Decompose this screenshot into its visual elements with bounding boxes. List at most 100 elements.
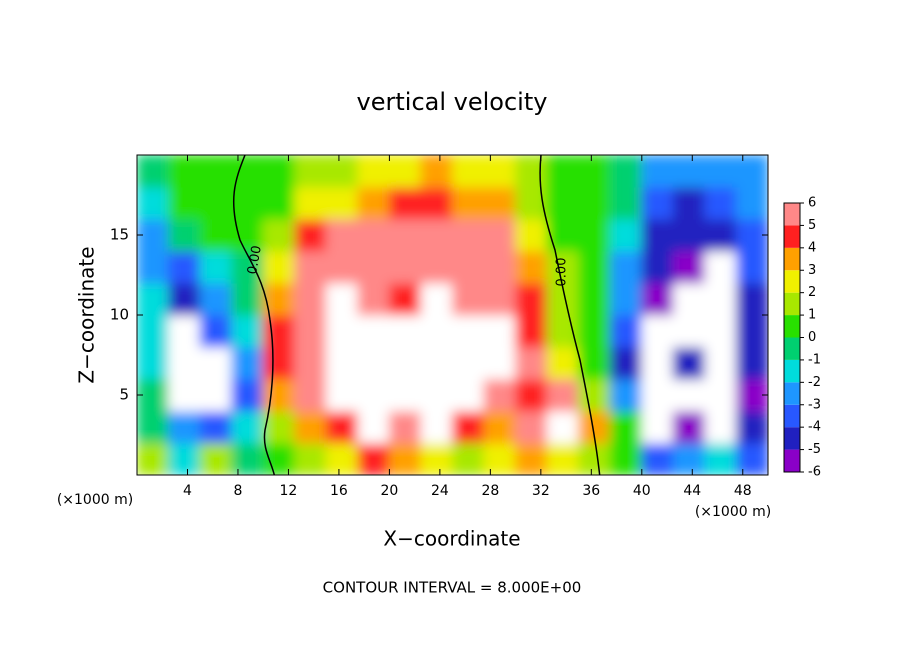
field-cell <box>735 410 768 444</box>
x-tick-label: 4 <box>183 483 192 499</box>
field-cell <box>388 282 422 316</box>
field-cell <box>199 250 233 284</box>
field-cell <box>609 155 643 188</box>
field-cell <box>609 378 643 412</box>
field-cell <box>735 250 768 284</box>
field-cell <box>704 218 737 252</box>
field-cell <box>641 282 674 316</box>
field-cell <box>641 186 674 220</box>
field-cell <box>168 346 201 380</box>
y-axis-label: Z−coordinate <box>75 246 99 383</box>
field-cell <box>452 410 485 444</box>
field-cell <box>420 378 453 412</box>
field-cell <box>294 314 327 348</box>
zero-contour <box>232 155 276 475</box>
colorbar-swatch <box>784 247 800 271</box>
field-cell <box>609 410 643 444</box>
field-cell <box>168 314 201 348</box>
x-tick-label: 12 <box>280 483 298 499</box>
field-cell <box>325 314 359 348</box>
field-cell <box>262 346 296 380</box>
field-cell <box>609 218 643 252</box>
x-tick-label: 36 <box>582 483 600 499</box>
field-cell <box>262 186 296 220</box>
field-cell <box>735 282 768 316</box>
colorbar-swatch <box>784 337 800 360</box>
field-cell <box>294 442 327 475</box>
field-cell <box>325 442 359 475</box>
field-cell <box>546 378 580 412</box>
field-cell <box>357 282 390 316</box>
field-cell <box>168 250 201 284</box>
field-cell <box>420 186 453 220</box>
field-cell <box>388 378 422 412</box>
field-cell <box>609 346 643 380</box>
colorbar-swatch <box>784 427 800 450</box>
field-cell <box>199 442 233 475</box>
field-cell <box>325 218 359 252</box>
field-cell <box>546 314 580 348</box>
field-cell <box>168 155 201 188</box>
colorbar-tick-label: -2 <box>808 375 821 390</box>
colorbar-swatch <box>784 382 800 405</box>
field-cell <box>388 155 422 188</box>
x-unit-label: (×1000 m) <box>695 504 771 520</box>
field-cell <box>262 442 296 475</box>
field-cell <box>672 250 706 284</box>
y-tick-label: 5 <box>119 386 129 404</box>
field-cell <box>578 250 611 284</box>
field-cell <box>420 250 453 284</box>
field-cell <box>325 250 359 284</box>
field-cell <box>168 378 201 412</box>
field-cell <box>672 410 706 444</box>
field-cell <box>199 218 233 252</box>
field-cell <box>199 314 233 348</box>
field-cell <box>325 346 359 380</box>
field-cell <box>294 250 327 284</box>
field-cell <box>420 410 453 444</box>
field-cell <box>672 282 706 316</box>
field-cell <box>420 282 453 316</box>
field-cell <box>704 250 737 284</box>
field-cell <box>452 218 485 252</box>
field-cell <box>452 155 485 188</box>
field-cell <box>609 250 643 284</box>
field-cell <box>452 378 485 412</box>
contour-label: 0.00 <box>245 244 265 275</box>
field-cell <box>231 186 264 220</box>
field-cell <box>357 378 390 412</box>
colorbar-tick-label: 4 <box>808 240 816 255</box>
field-cell <box>578 378 611 412</box>
field-cell <box>231 410 264 444</box>
field-cell <box>578 442 611 475</box>
field-cell <box>546 442 580 475</box>
field-cell <box>137 410 170 444</box>
field-cell <box>483 218 517 252</box>
field-cell <box>137 314 170 348</box>
field-cell <box>420 218 453 252</box>
field-cell <box>420 442 453 475</box>
field-cell <box>388 442 422 475</box>
field-cell <box>420 155 453 188</box>
field-cell <box>231 346 264 380</box>
contour-label: 0.00 <box>555 258 570 287</box>
colorbar-swatch <box>784 292 800 316</box>
field-cell <box>231 282 264 316</box>
field-cell <box>262 218 296 252</box>
colorbar-tick-label: -5 <box>808 442 821 457</box>
field-cell <box>609 282 643 316</box>
field-cell <box>168 218 201 252</box>
field-cell <box>672 314 706 348</box>
field-cell <box>704 314 737 348</box>
field-cell <box>546 410 580 444</box>
field-cell <box>294 282 327 316</box>
colorbar-tick-label: 6 <box>808 196 816 211</box>
field-cell <box>452 442 485 475</box>
field-cell <box>515 314 548 348</box>
field-cell <box>137 250 170 284</box>
colorbar-tick-label: 0 <box>808 330 816 345</box>
field-cell <box>546 155 580 188</box>
field-cell <box>168 282 201 316</box>
field-cell <box>294 410 327 444</box>
field-cell <box>672 378 706 412</box>
